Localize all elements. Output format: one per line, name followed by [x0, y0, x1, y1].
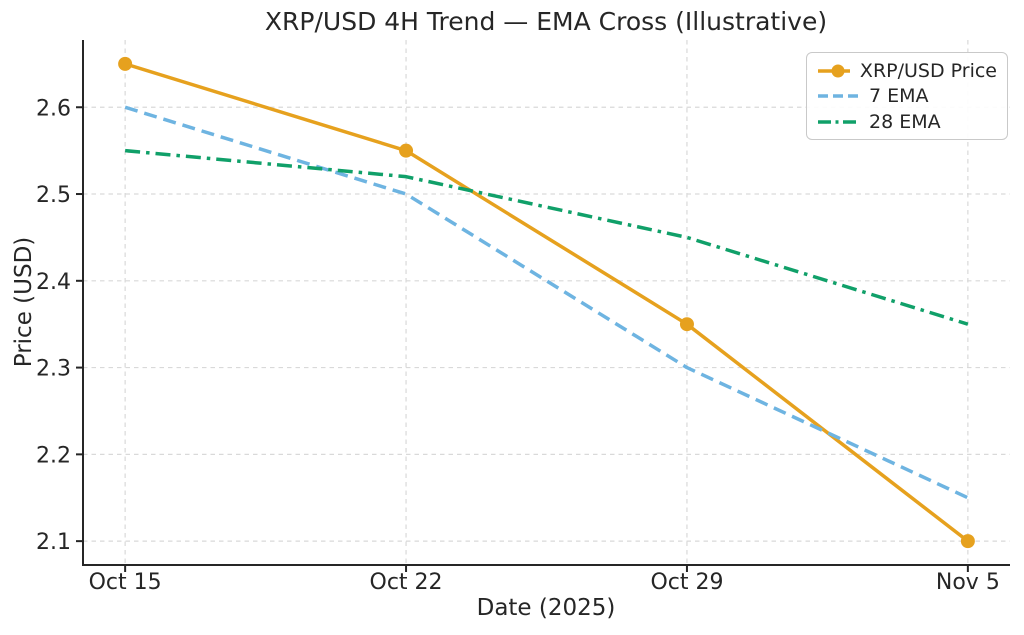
legend: XRP/USD Price 7 EMA 28 EMA: [806, 52, 1008, 140]
x-tick-label: Oct 22: [370, 570, 443, 595]
series-line-xrp-usd-price: [124, 62, 969, 543]
data-point-marker-xrp-usd-price: [679, 317, 694, 332]
x-tick-label: Nov 5: [936, 570, 1000, 595]
series-line-7-ema: [124, 105, 969, 500]
x-tick-label: Oct 15: [89, 570, 162, 595]
legend-label: 7 EMA: [869, 85, 929, 107]
y-tick-label: 2.6: [36, 96, 71, 121]
legend-line-sample-icon: [818, 64, 850, 77]
x-tick-label: Oct 29: [650, 570, 723, 595]
y-tick-label: 2.4: [36, 270, 71, 295]
series-layer: [118, 56, 975, 549]
x-axis-label: Date (2025): [477, 595, 616, 621]
y-tick-label: 2.2: [36, 443, 71, 468]
legend-item: 7 EMA: [817, 85, 997, 107]
legend-label: XRP/USD Price: [859, 59, 997, 82]
axes-layer: 2.1 2.2 2.3 2.4 2.5 2.6 Oct 15 Oct 22 Oct 29 Nov …: [36, 40, 1010, 595]
data-point-marker-xrp-usd-price: [399, 143, 414, 158]
legend-item: XRP/USD Price: [817, 60, 997, 82]
legend-line-sample-icon: [818, 94, 858, 98]
chart-title: XRP/USD 4H Trend — EMA Cross (Illustrati…: [265, 7, 827, 36]
data-point-marker-xrp-usd-price: [960, 534, 975, 549]
y-axis-label: Price (USD): [11, 237, 37, 368]
legend-line-sample-icon: [818, 119, 858, 124]
legend-item: 28 EMA: [817, 111, 997, 133]
legend-label: 28 EMA: [869, 110, 941, 133]
data-point-marker-xrp-usd-price: [118, 56, 133, 71]
y-tick-label: 2.1: [36, 530, 71, 555]
y-tick-label: 2.3: [36, 357, 71, 382]
y-tick-label: 2.5: [36, 183, 71, 208]
legend-sample-marker: [831, 64, 845, 77]
